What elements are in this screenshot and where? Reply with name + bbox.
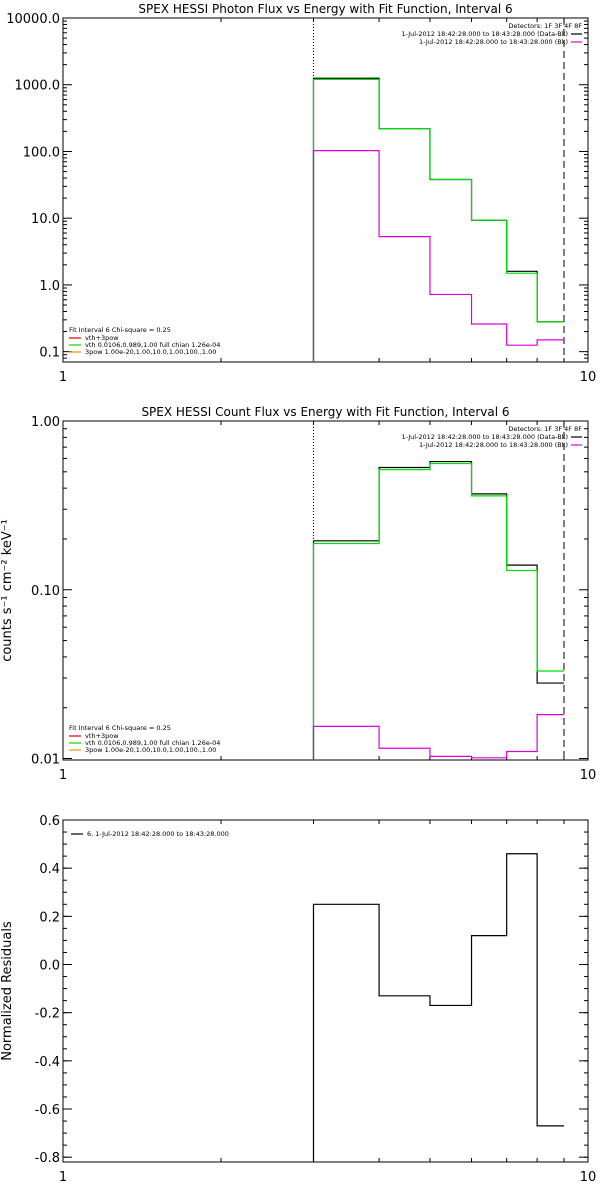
y-tick-label: 0.01 <box>31 753 60 768</box>
fit-legend-header: Fit Interval 6 Chi-square = 0.25 <box>69 724 171 732</box>
legend-entry-label: 1-Jul-2012 18:42:28.000 to 18:43:28.000 … <box>419 441 568 449</box>
fit-legend-entry-label: vth 0.0106,0.989,1.00 full chian 1.26e-0… <box>85 739 220 747</box>
y-axis-label: counts s⁻¹ cm⁻² keV⁻¹ <box>0 519 15 662</box>
plot-frame <box>62 17 589 363</box>
chart-title: SPEX HESSI Count Flux vs Energy with Fit… <box>141 405 509 419</box>
legend-entry-label: 6, 1-Jul-2012 18:42:28.000 to 18:43:28.0… <box>87 830 229 838</box>
x-tick-label: 1 <box>59 1170 67 1185</box>
plot-frame <box>62 819 589 1163</box>
y-tick-label: 0.1 <box>39 346 60 361</box>
x-tick-label: 10 <box>580 1170 597 1185</box>
legend-entry-label: 1-Jul-2012 18:42:28.000 to 18:43:28.000 … <box>401 433 568 441</box>
fit-legend-entry-label: vth 0.0106,0.989,1.00 full chian 1.26e-0… <box>85 341 220 349</box>
x-tick-label: 10 <box>580 768 597 783</box>
legend-entry-label: 1-Jul-2012 18:42:28.000 to 18:43:28.000 … <box>419 38 568 46</box>
x-tick-label: 10 <box>580 370 597 385</box>
y-tick-label: 100.0 <box>23 145 60 160</box>
series-line-black <box>312 460 564 760</box>
series-line-magenta <box>312 714 564 760</box>
y-tick-label: 1.00 <box>31 415 60 430</box>
x-tick-label: 1 <box>59 768 67 783</box>
fit-legend-header: Fit Interval 6 Chi-square = 0.25 <box>69 326 171 334</box>
legend-header: Detectors: 1F 3F 4F 8F <box>508 425 582 433</box>
fit-legend-entry-label: 3pow 1.00e-20,1.00,10.0,1.00,100.,1.00 <box>85 746 216 754</box>
y-tick-label: 1.0 <box>39 279 60 294</box>
y-tick-label: 0.6 <box>39 814 60 829</box>
y-axis-label: Normalized Residuals <box>0 921 15 1061</box>
y-tick-label: -0.8 <box>35 1151 60 1166</box>
chart-panel-1: SPEX HESSI Photon Flux vs Energy with Fi… <box>6 2 596 385</box>
x-tick-label: 1 <box>59 370 67 385</box>
fit-legend-entry-label: vth+3pow <box>85 732 119 740</box>
y-tick-label: 1000.0 <box>15 79 61 94</box>
y-tick-label: -0.6 <box>35 1103 60 1118</box>
legend-header: Detectors: 1F 3F 4F 8F <box>508 22 582 30</box>
y-tick-label: 0.0 <box>39 959 60 974</box>
series-line-black <box>312 77 564 362</box>
y-tick-label: 0.10 <box>31 584 60 599</box>
chart-panel-3: Normalized Residuals -0.8 -0.6 -0.4 -0.2 0.0 0… <box>0 814 596 1185</box>
y-tick-label: 0.4 <box>39 862 60 877</box>
fit-legend-entry-label: vth+3pow <box>85 334 119 342</box>
legend-entry-label: 1-Jul-2012 18:42:28.000 to 18:43:28.000 … <box>401 30 568 38</box>
chart-title: SPEX HESSI Photon Flux vs Energy with Fi… <box>138 2 512 16</box>
y-tick-label: -0.2 <box>35 1007 60 1022</box>
y-tick-label: -0.4 <box>35 1055 60 1070</box>
series-line-green <box>312 462 564 760</box>
plot-frame <box>62 420 589 761</box>
fit-legend-entry-label: 3pow 1.00e-20,1.00,10.0,1.00,100.,1.00 <box>85 348 216 356</box>
chart-panel-2: SPEX HESSI Count Flux vs Energy with Fit… <box>0 405 596 783</box>
y-tick-label: 10000.0 <box>6 12 60 27</box>
y-tick-label: 0.2 <box>39 910 60 925</box>
series-line-green <box>312 78 564 362</box>
series-line-magenta <box>312 150 564 362</box>
series-line-black <box>312 853 564 1162</box>
y-tick-label: 10.0 <box>31 212 60 227</box>
